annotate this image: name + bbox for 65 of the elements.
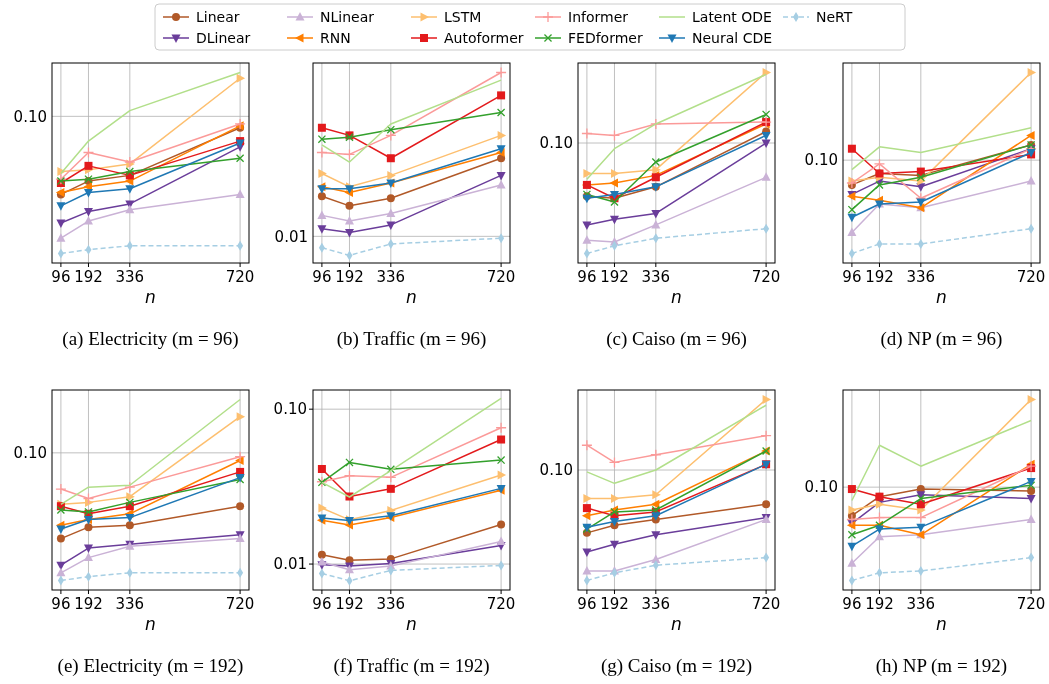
x-tick-label: 720 <box>225 595 255 613</box>
x-tick-label: 336 <box>115 268 145 286</box>
text: (e) Electricity (m = 192) <box>57 655 244 677</box>
x-axis-title: n <box>936 287 947 307</box>
x-tick-label: 192 <box>600 268 629 286</box>
x-tick-label: 336 <box>641 268 671 286</box>
text: (f) Traffic (m = 192) <box>333 655 490 677</box>
legend-label: FEDformer <box>568 29 643 46</box>
text: (d) NP (m = 96) <box>880 328 1003 350</box>
x-tick-label: 192 <box>335 268 364 286</box>
x-tick-label: 96 <box>51 268 71 286</box>
x-axis-title: n <box>145 287 156 307</box>
x-tick-label: 720 <box>751 595 781 613</box>
legend-label: NeRT <box>816 8 853 25</box>
x-tick-label: 192 <box>74 268 103 286</box>
x-axis-title: n <box>406 287 417 307</box>
x-tick-label: 720 <box>751 268 781 286</box>
x-axis-title: n <box>671 614 682 634</box>
x-tick-label: 96 <box>577 595 597 613</box>
x-tick-label: 96 <box>312 595 332 613</box>
legend-label: RNN <box>320 29 351 46</box>
text: 0.10 <box>539 134 573 153</box>
x-axis-title: n <box>145 614 156 634</box>
x-axis-title: n <box>406 614 417 634</box>
legend-label: NLinear <box>320 8 375 25</box>
text: 0.10 <box>539 461 573 480</box>
text: 0.10 <box>13 444 47 463</box>
legend-label: Latent ODE <box>692 8 772 25</box>
x-tick-label: 336 <box>115 595 145 613</box>
text: 0.10 <box>804 478 838 497</box>
legend-label: LSTM <box>444 8 482 25</box>
x-tick-label: 192 <box>74 595 103 613</box>
x-tick-label: 720 <box>225 268 255 286</box>
x-tick-label: 336 <box>641 595 671 613</box>
x-tick-label: 192 <box>865 268 894 286</box>
x-tick-label: 192 <box>600 595 629 613</box>
text: (a) Electricity (m = 96) <box>62 328 239 350</box>
x-tick-label: 336 <box>376 268 406 286</box>
text: (c) Caiso (m = 96) <box>606 328 747 350</box>
x-tick-label: 96 <box>842 268 862 286</box>
x-tick-label: 192 <box>335 595 364 613</box>
x-tick-label: 96 <box>312 268 332 286</box>
x-tick-label: 720 <box>486 595 516 613</box>
x-tick-label: 720 <box>1016 268 1046 286</box>
text: (h) NP (m = 192) <box>875 655 1008 677</box>
x-tick-label: 720 <box>1016 595 1046 613</box>
legend-label: Informer <box>568 8 629 25</box>
legend-label: DLinear <box>196 29 251 46</box>
x-tick-label: 96 <box>51 595 71 613</box>
x-tick-label: 336 <box>906 595 936 613</box>
x-tick-label: 96 <box>577 268 597 286</box>
x-tick-label: 336 <box>376 595 406 613</box>
x-tick-label: 720 <box>486 268 516 286</box>
text: 0.10 <box>13 107 47 126</box>
legend-label: Neural CDE <box>692 29 773 46</box>
text: (g) Caiso (m = 192) <box>600 655 753 677</box>
text: (b) Traffic (m = 96) <box>336 328 487 350</box>
legend-label: Autoformer <box>444 29 524 46</box>
text: 0.10 <box>804 151 838 170</box>
legend-label: Linear <box>196 8 240 25</box>
x-axis-title: n <box>936 614 947 634</box>
x-tick-label: 336 <box>906 268 936 286</box>
x-tick-label: 192 <box>865 595 894 613</box>
x-tick-label: 96 <box>842 595 862 613</box>
x-axis-title: n <box>671 287 682 307</box>
